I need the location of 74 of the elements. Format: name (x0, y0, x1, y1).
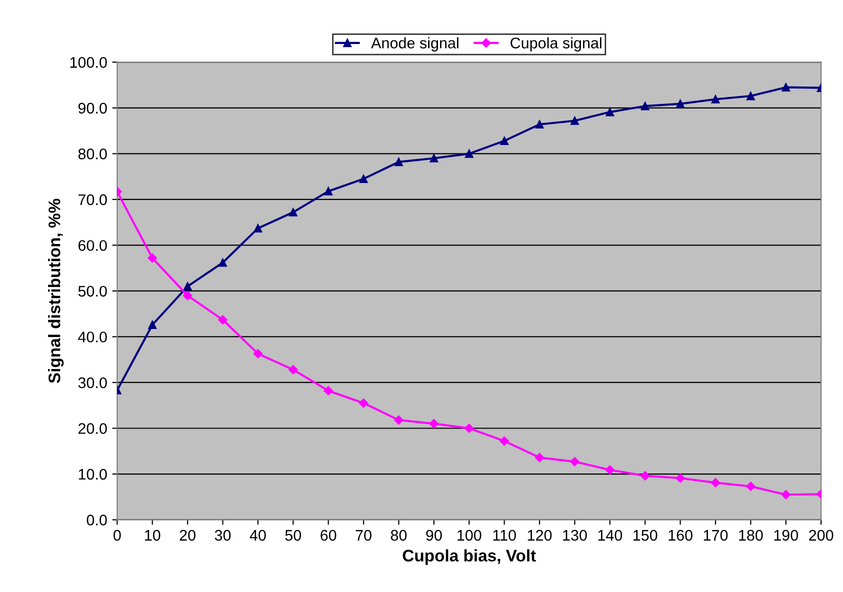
point (254, 224, 262, 232)
x-tick-label: 190 (774, 530, 798, 541)
x-tick-label: 80 (390, 530, 407, 541)
point (605, 465, 615, 475)
point (148, 320, 157, 329)
x-tick-label: 130 (563, 530, 587, 541)
x-tick-label: 170 (704, 530, 728, 541)
x-tick-label: 20 (180, 530, 196, 541)
x-tick-label: 150 (634, 530, 658, 541)
x-tick-label: 100 (458, 530, 482, 541)
point (324, 187, 333, 196)
x-tick-label: 110 (493, 530, 516, 541)
point (183, 282, 192, 291)
x-tick-label: 90 (426, 530, 442, 541)
point (429, 419, 439, 428)
y-tick-label: 60.0 (78, 240, 107, 251)
y-tick-label: 100.0 (70, 57, 107, 68)
x-tick-label: 160 (668, 530, 692, 541)
x-tick-label: 180 (739, 530, 763, 541)
x-tick-label: 30 (214, 530, 231, 541)
point (570, 457, 580, 466)
point (394, 158, 403, 166)
point (640, 471, 650, 480)
y-tick-label: 40.0 (78, 332, 107, 342)
point (394, 415, 404, 425)
point (218, 315, 228, 324)
point (464, 424, 474, 433)
point (640, 102, 650, 110)
point (500, 436, 509, 446)
point (253, 349, 263, 358)
y-tick-label: 30.0 (78, 377, 107, 388)
point (746, 92, 755, 100)
point (430, 154, 438, 162)
point (606, 108, 614, 116)
point (148, 253, 157, 263)
x-tick-label: 0 (114, 530, 121, 541)
x-tick-label: 60 (320, 530, 336, 541)
point (570, 116, 579, 125)
y-tick-label: 50.0 (78, 286, 107, 297)
point (358, 398, 368, 408)
x-tick-label: 10 (145, 530, 160, 541)
x-axis-title: Cupola bias, Volt (402, 549, 536, 565)
y-tick-label: 10.0 (78, 468, 107, 480)
x-tick-label: 50 (285, 530, 302, 541)
point (710, 478, 720, 488)
point (218, 258, 227, 267)
point (324, 386, 333, 396)
x-tick-label: 140 (598, 530, 622, 541)
x-tick-label: 40 (250, 530, 266, 541)
point (711, 95, 720, 104)
point (500, 136, 508, 146)
point (288, 208, 298, 216)
point (676, 100, 684, 108)
x-tick-label: 200 (809, 530, 834, 541)
y-tick-label: 70.0 (78, 194, 107, 206)
point (534, 452, 544, 462)
point (535, 120, 544, 129)
x-tick-label: 120 (528, 530, 552, 541)
point (782, 83, 790, 92)
point (746, 482, 756, 491)
legend-label: Cupola signal (510, 37, 602, 52)
y-tick-label: 0.0 (86, 514, 107, 526)
x-tick-label: 70 (356, 530, 372, 541)
y-axis-title: Signal distribution, %% (48, 198, 64, 384)
point (359, 174, 368, 184)
point (464, 150, 474, 158)
legend-label: Anode signal (371, 37, 458, 52)
y-tick-label: 20.0 (78, 423, 107, 434)
point (781, 490, 791, 500)
y-tick-label: 90.0 (78, 102, 107, 114)
y-tick-label: 80.0 (78, 148, 107, 160)
point (676, 474, 685, 483)
point (182, 290, 192, 300)
point (288, 365, 298, 374)
